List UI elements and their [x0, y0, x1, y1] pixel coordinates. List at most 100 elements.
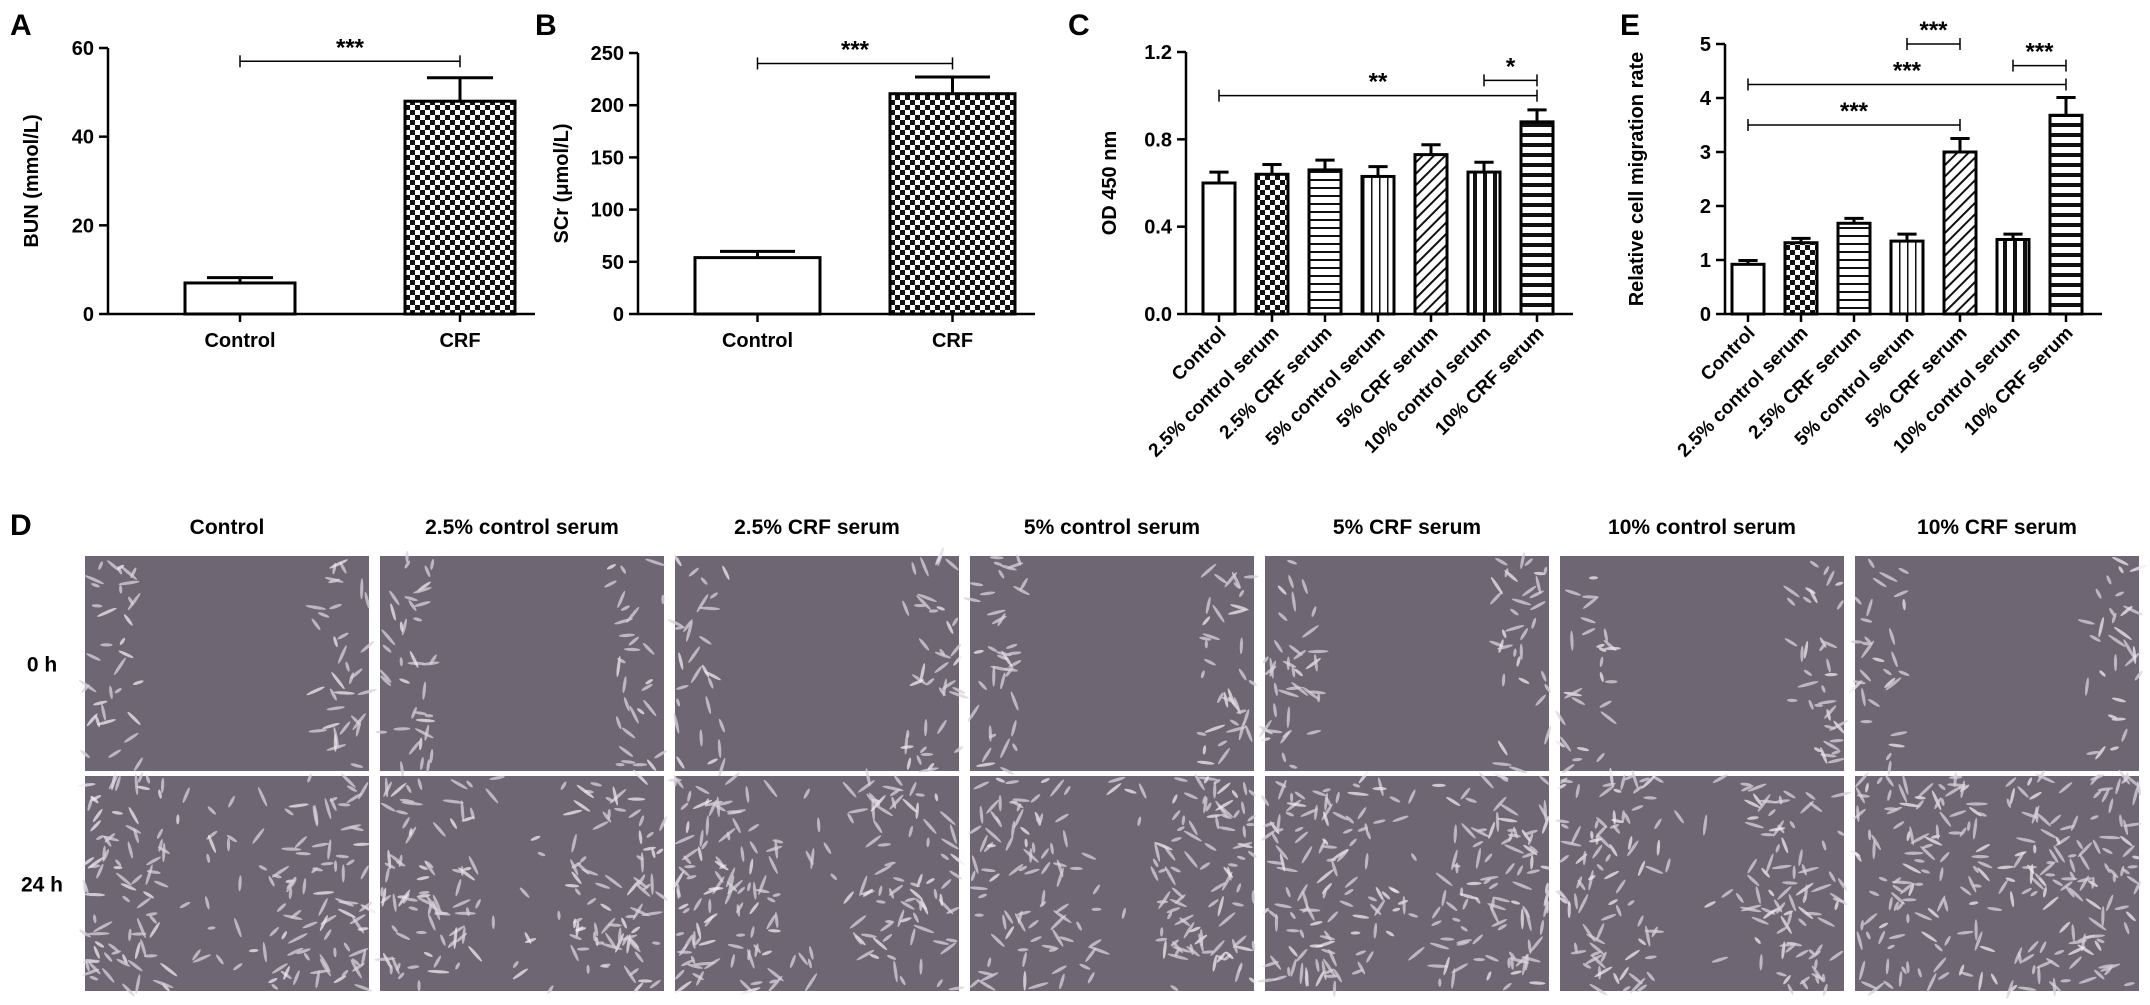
cell-mark — [615, 716, 622, 730]
cell-mark — [491, 915, 495, 930]
cell-mark — [1968, 875, 1977, 893]
cell-mark — [1335, 791, 1340, 804]
cell-mark — [2096, 938, 2105, 944]
cell-mark — [1344, 876, 1358, 888]
cell-mark — [687, 963, 703, 969]
cell-mark — [678, 866, 690, 877]
cell-mark — [1000, 767, 1015, 775]
cell-mark — [1527, 833, 1534, 846]
cell-mark — [1523, 829, 1538, 836]
cell-mark — [990, 665, 1010, 671]
cell-mark — [562, 809, 583, 816]
cell-mark — [1186, 945, 1200, 957]
cell-mark — [1578, 894, 1589, 914]
cell-mark — [1203, 775, 1209, 784]
cell-mark — [1571, 825, 1581, 845]
cell-mark — [1313, 654, 1318, 672]
cell-mark — [1592, 844, 1603, 859]
cell-mark — [628, 809, 642, 819]
cell-mark — [1301, 578, 1308, 595]
bar — [1995, 237, 2031, 316]
cell-mark — [79, 929, 91, 938]
cell-mark — [1058, 936, 1074, 943]
cell-mark — [136, 897, 151, 909]
cell-mark — [2118, 566, 2124, 574]
cell-mark — [1931, 790, 1942, 811]
cell-mark — [137, 772, 144, 783]
micrograph-column-label: 5% CRF serum — [1333, 516, 1481, 539]
micrograph-image — [667, 547, 969, 778]
cell-mark — [1609, 824, 1620, 829]
cell-mark — [651, 848, 656, 859]
cell-mark — [696, 922, 702, 938]
cell-mark — [699, 829, 704, 848]
cell-mark — [192, 954, 211, 963]
cell-mark — [913, 912, 919, 923]
cell-mark — [1218, 912, 1236, 927]
cell-mark — [2115, 778, 2121, 795]
cell-mark — [328, 578, 341, 584]
cell-mark — [643, 846, 656, 851]
cell-mark — [116, 958, 131, 967]
cell-mark — [2069, 858, 2076, 873]
cell-mark — [676, 698, 681, 707]
cell-mark — [1751, 916, 1769, 925]
cell-mark — [115, 775, 121, 792]
cell-mark — [629, 968, 639, 976]
cell-mark — [1876, 776, 1883, 785]
cell-mark — [93, 914, 97, 924]
cell-mark — [1575, 783, 1580, 799]
cell-mark — [2027, 777, 2033, 786]
cell-mark — [1324, 792, 1329, 811]
cell-mark — [1836, 600, 1844, 610]
cell-mark — [452, 869, 465, 874]
cell-mark — [2029, 791, 2042, 800]
cell-mark — [736, 933, 746, 937]
cell-mark — [1526, 869, 1540, 874]
cell-mark — [424, 724, 430, 741]
cell-mark — [2104, 863, 2111, 874]
cell-mark — [772, 893, 781, 897]
cell-mark — [335, 898, 354, 907]
y-tick-label: 0.8 — [1144, 129, 1172, 151]
cell-mark — [894, 775, 903, 786]
cell-mark — [1600, 951, 1607, 963]
cell-mark — [1501, 629, 1507, 639]
cell-mark — [311, 618, 321, 631]
cell-mark — [158, 789, 162, 799]
cell-mark — [1352, 914, 1370, 919]
cell-mark — [1887, 760, 1892, 776]
cell-mark — [380, 802, 396, 812]
cell-mark — [406, 784, 412, 794]
cell-mark — [2030, 890, 2038, 897]
cell-mark — [329, 797, 338, 802]
cell-mark — [1867, 982, 1885, 996]
cell-mark — [882, 934, 893, 942]
cell-mark — [115, 859, 122, 867]
cell-mark — [893, 877, 905, 882]
cell-mark — [360, 578, 364, 600]
cell-mark — [1531, 617, 1537, 629]
cell-mark — [999, 564, 1017, 571]
cell-mark — [1378, 777, 1384, 797]
cell-mark — [606, 564, 616, 570]
cell-mark — [909, 888, 923, 900]
cell-mark — [1885, 775, 1894, 787]
cell-mark — [96, 863, 104, 879]
cell-mark — [687, 790, 692, 803]
cell-mark — [1287, 966, 1291, 977]
cell-mark — [1277, 585, 1287, 595]
cell-mark — [257, 787, 268, 807]
cell-mark — [1914, 912, 1932, 921]
cell-mark — [1294, 668, 1303, 677]
cell-mark — [862, 888, 873, 897]
cell-mark — [1089, 946, 1110, 955]
cell-mark — [698, 939, 716, 946]
cell-mark — [1827, 758, 1845, 764]
category-label: Control — [204, 330, 275, 352]
cell-mark — [763, 779, 778, 798]
cell-mark — [416, 876, 430, 881]
cell-mark — [401, 801, 423, 806]
cell-mark — [1462, 898, 1469, 910]
bar — [1783, 241, 1819, 316]
